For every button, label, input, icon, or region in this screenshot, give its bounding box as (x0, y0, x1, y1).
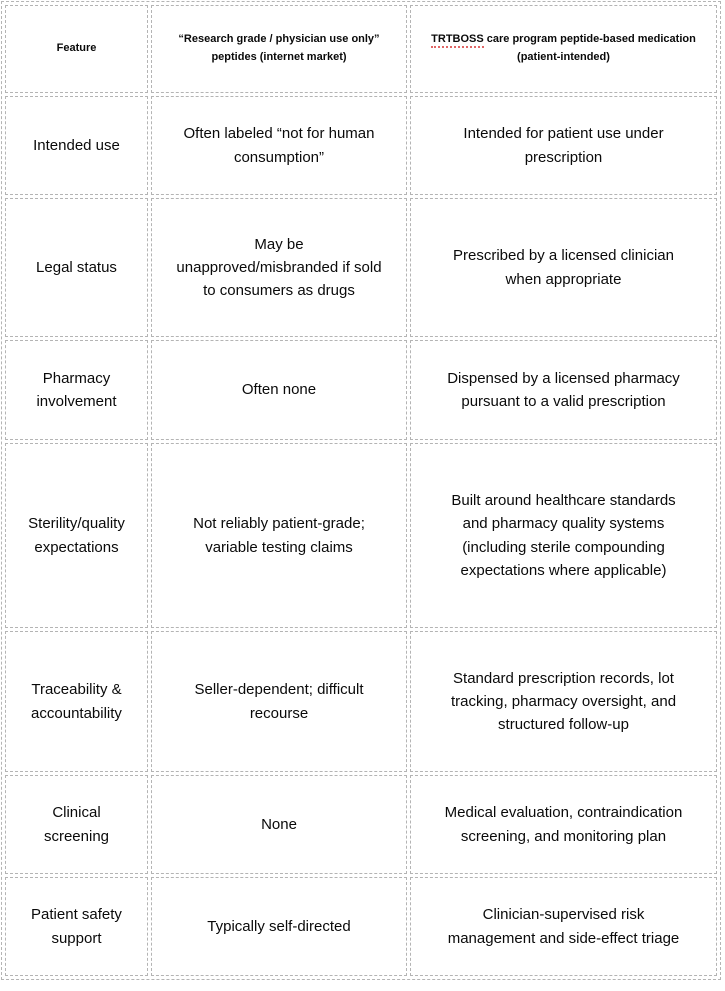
cell-feature: Patient safety support (5, 877, 148, 976)
cell-feature: Pharmacy involvement (5, 340, 148, 440)
cell-trtboss: Medical evaluation, contraindication scr… (410, 775, 717, 874)
cell-feature: Intended use (5, 96, 148, 195)
column-header-feature: Feature (5, 5, 148, 93)
cell-research: May be unapproved/misbranded if sold to … (151, 198, 407, 337)
table-row-legal-status: Legal status May be unapproved/misbrande… (5, 198, 717, 337)
column-header-research-peptides: “Research grade / physician use only” pe… (151, 5, 407, 93)
cell-research: Often none (151, 340, 407, 440)
column-header-trtboss-rest: care program peptide-based medication (p… (486, 33, 696, 63)
cell-trtboss: Intended for patient use under prescript… (410, 96, 717, 195)
header-row: Feature “Research grade / physician use … (5, 5, 717, 93)
cell-trtboss: Clinician-supervised risk management and… (410, 877, 717, 976)
table-row-intended-use: Intended use Often labeled “not for huma… (5, 96, 717, 195)
column-header-trtboss-program: TRTBOSS care program peptide-based medic… (410, 5, 717, 93)
cell-trtboss: Built around healthcare standards and ph… (410, 443, 717, 628)
cell-feature: Clinical screening (5, 775, 148, 874)
table-row-traceability: Traceability & accountability Seller-dep… (5, 631, 717, 772)
cell-trtboss: Standard prescription records, lot track… (410, 631, 717, 772)
cell-research: None (151, 775, 407, 874)
cell-research: Typically self-directed (151, 877, 407, 976)
cell-feature: Sterility/quality expectations (5, 443, 148, 628)
cell-feature: Traceability & accountability (5, 631, 148, 772)
table-row-pharmacy-involvement: Pharmacy involvement Often none Dispense… (5, 340, 717, 440)
table-row-sterility-quality: Sterility/quality expectations Not relia… (5, 443, 717, 628)
cell-trtboss: Prescribed by a licensed clinician when … (410, 198, 717, 337)
cell-feature: Legal status (5, 198, 148, 337)
misspelled-word-underline: TRTBOSS (431, 33, 484, 49)
cell-research: Not reliably patient-grade; variable tes… (151, 443, 407, 628)
table-row-patient-safety: Patient safety support Typically self-di… (5, 877, 717, 976)
table-row-clinical-screening: Clinical screening None Medical evaluati… (5, 775, 717, 874)
cell-trtboss: Dispensed by a licensed pharmacy pursuan… (410, 340, 717, 440)
cell-research: Often labeled “not for human consumption… (151, 96, 407, 195)
cell-research: Seller-dependent; difficult recourse (151, 631, 407, 772)
